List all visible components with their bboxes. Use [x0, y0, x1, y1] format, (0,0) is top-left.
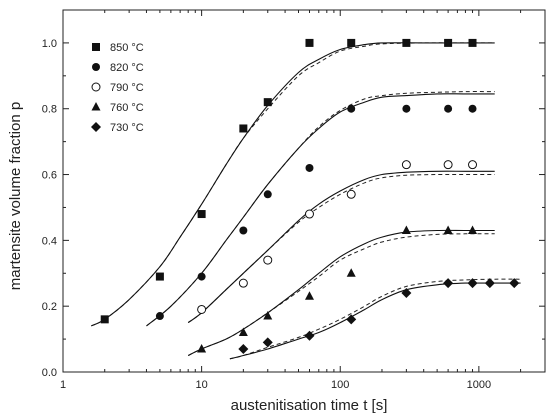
y-tick-label: 0.4 — [42, 235, 57, 247]
data-point-820 — [444, 104, 453, 113]
data-point-760 — [468, 225, 478, 234]
data-point-790 — [401, 160, 411, 170]
legend-label-730: 730 °C — [110, 122, 144, 134]
data-point-760 — [304, 291, 314, 300]
data-point-850 — [155, 272, 164, 281]
data-point-820 — [197, 272, 206, 281]
data-point-730 — [346, 314, 357, 325]
data-point-820 — [263, 190, 272, 199]
y-tick-label: 0.6 — [42, 170, 57, 182]
data-point-790 — [238, 278, 248, 288]
legend-marker-760 — [91, 102, 101, 111]
y-tick-label: 0.8 — [42, 104, 57, 116]
data-point-730 — [509, 278, 520, 289]
fit-line-solid-820 — [146, 93, 495, 327]
legend-label-760: 760 °C — [110, 102, 144, 114]
data-point-850 — [347, 38, 356, 47]
data-point-790 — [263, 255, 273, 265]
x-axis-label: austenitisation time t [s] — [231, 397, 388, 414]
x-tick-label: 10 — [195, 379, 207, 391]
data-point-760 — [197, 343, 207, 353]
data-point-850 — [444, 38, 453, 47]
x-tick-label: 100 — [331, 379, 349, 391]
y-tick-label: 0.2 — [42, 301, 57, 313]
data-point-850 — [402, 38, 411, 47]
x-tick-label: 1 — [60, 379, 66, 391]
data-point-820 — [468, 104, 477, 113]
data-point-730 — [262, 337, 273, 348]
legend-marker-790 — [91, 82, 101, 92]
data-point-760 — [443, 225, 453, 234]
legend-label-820: 820 °C — [110, 62, 144, 74]
data-point-850 — [239, 124, 248, 133]
data-point-790 — [197, 304, 207, 314]
fit-line-dashed-760 — [187, 233, 495, 356]
fit-line-dashed-790 — [187, 173, 495, 324]
y-tick-label: 1.0 — [42, 38, 57, 50]
y-axis-label: martensite volume fraction p — [7, 102, 24, 290]
data-point-730 — [304, 330, 315, 341]
data-point-820 — [347, 104, 356, 113]
fit-line-solid-790 — [187, 170, 495, 324]
data-point-820 — [305, 163, 314, 172]
data-point-790 — [468, 160, 478, 170]
data-point-760 — [263, 311, 273, 320]
data-point-730 — [401, 288, 412, 299]
plot-frame — [62, 9, 546, 373]
data-point-790 — [304, 209, 314, 219]
data-point-850 — [197, 210, 206, 219]
data-point-760 — [238, 327, 248, 337]
fit-line-solid-730 — [229, 282, 521, 360]
data-point-850 — [468, 38, 477, 47]
data-point-790 — [346, 189, 356, 199]
fit-line-solid-760 — [187, 229, 495, 356]
legend-label-850: 850 °C — [110, 42, 144, 54]
data-point-730 — [238, 343, 249, 354]
fit-line-dashed-850 — [91, 42, 495, 327]
x-tick-label: 1000 — [467, 379, 491, 391]
data-point-850 — [305, 38, 314, 47]
data-point-820 — [239, 226, 248, 235]
data-point-850 — [100, 315, 109, 324]
y-tick-label: 0.0 — [42, 367, 57, 379]
data-point-820 — [155, 312, 164, 321]
data-point-730 — [467, 278, 478, 289]
legend-marker-850 — [92, 43, 100, 51]
data-point-730 — [443, 278, 454, 289]
legend-marker-820 — [92, 63, 100, 71]
data-point-760 — [346, 268, 356, 277]
legend-marker-730 — [91, 122, 101, 132]
data-point-790 — [443, 160, 453, 170]
legend-label-790: 790 °C — [110, 82, 144, 94]
data-point-850 — [263, 98, 272, 107]
fit-line-solid-850 — [91, 42, 495, 327]
data-point-820 — [402, 104, 411, 113]
data-point-730 — [484, 278, 495, 289]
data-point-760 — [401, 225, 411, 234]
